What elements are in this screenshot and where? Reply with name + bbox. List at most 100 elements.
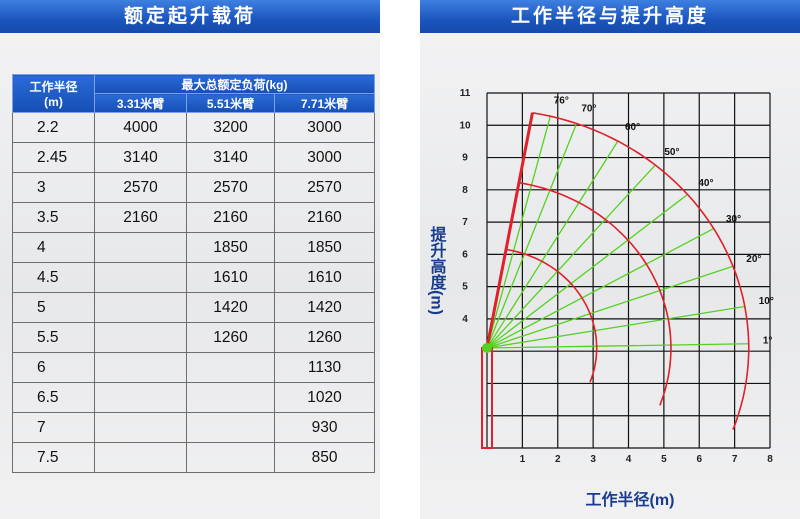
radius-header-label: 工作半径: [29, 80, 78, 94]
angle-label: 76°: [554, 96, 569, 107]
angle-label: 1°: [763, 336, 773, 347]
boom-angle-ray: [486, 123, 578, 349]
load-cell: [186, 412, 275, 443]
load-cell: [186, 382, 275, 413]
load-cell: 4000: [94, 112, 187, 143]
radius-cell: 5.5: [12, 322, 95, 353]
chart-panel-title: 工作半径与提升高度: [420, 0, 800, 33]
load-cell: 1610: [186, 262, 275, 293]
table-row: 4.5 1610 1610: [12, 262, 376, 293]
load-cell: 1420: [273, 292, 376, 323]
boom-angle-ray: [486, 140, 619, 349]
load-cell: 930: [273, 412, 376, 443]
x-tick-label: 2: [555, 454, 561, 465]
table-row: 7.5 850: [12, 442, 376, 473]
radius-cell: 6.5: [12, 382, 95, 413]
table-row: 7 930: [12, 412, 376, 443]
crane-boom: [485, 112, 534, 349]
load-cell: 2160: [186, 202, 275, 233]
boom-angle-ray: [486, 116, 551, 349]
load-cell: 850: [273, 442, 376, 473]
load-cell: [186, 352, 275, 383]
panel-gap: [380, 0, 420, 519]
radius-cell: 7: [12, 412, 95, 443]
x-tick-label: 7: [732, 454, 738, 465]
radius-cell: 2.2: [12, 112, 95, 143]
x-axis-label: 工作半径(m): [586, 490, 675, 509]
x-tick-label: 5: [661, 454, 667, 465]
table-row: 2.2 4000 3200 3000: [12, 112, 376, 143]
angle-label: 70°: [581, 103, 596, 114]
load-cell: 2570: [94, 172, 187, 203]
load-cell: 1850: [186, 232, 275, 263]
angle-label: 40°: [698, 178, 713, 189]
table-row: 3 2570 2570 2570: [12, 172, 376, 203]
radius-cell: 5: [12, 292, 95, 323]
load-cell: 1130: [273, 352, 376, 383]
boom-angle-ray: [486, 193, 688, 349]
radius-cell: 4.5: [12, 262, 95, 293]
load-cell: 1020: [273, 382, 376, 413]
boom-angle-ray: [486, 227, 715, 349]
angle-label: 30°: [726, 214, 741, 225]
load-cell: [94, 262, 187, 293]
load-column-header: 最大总额定负荷(kg): [93, 74, 376, 94]
chart-panel: 工作半径与提升高度: [420, 0, 800, 519]
y-tick-label: 4: [462, 314, 468, 325]
x-tick-label: 6: [696, 454, 702, 465]
boom-angle-ray: [486, 305, 745, 349]
table-row: 6.5 1020: [12, 382, 376, 413]
load-cell: [94, 292, 187, 323]
load-cell: 2570: [186, 172, 275, 203]
load-cell: [94, 352, 187, 383]
boom-angle-ray: [486, 164, 656, 349]
radius-header-unit: (m): [44, 95, 63, 109]
x-tick-label: 4: [626, 454, 632, 465]
angle-label: 10°: [759, 296, 774, 307]
x-tick-label: 1: [520, 454, 526, 465]
boom-header-3-31: 3.31米臂: [94, 93, 187, 113]
load-panel-title: 额定起升载荷: [0, 0, 380, 33]
load-cell: 3000: [273, 112, 376, 143]
boom-pivot: [482, 342, 492, 353]
x-tick-label: 3: [590, 454, 596, 465]
load-cell: [94, 412, 187, 443]
table-row: 5.5 1260 1260: [12, 322, 376, 353]
load-panel: 额定起升载荷 工作半径 (m) 最大总额定负荷(kg) 3.31米臂 5.51米…: [0, 0, 380, 519]
load-table: 工作半径 (m) 最大总额定负荷(kg) 3.31米臂 5.51米臂 7.71米…: [12, 74, 376, 473]
load-cell: 1850: [273, 232, 376, 263]
table-row: 2.45 3140 3140 3000: [12, 142, 376, 173]
load-cell: [94, 382, 187, 413]
load-table-body: 2.2 4000 3200 3000 2.45 3140 3140 3000 3 2570 2570…: [12, 112, 376, 473]
reach-arc: [518, 181, 672, 406]
boom-angle-ray: [486, 343, 749, 349]
table-row: 6 1130: [12, 352, 376, 383]
load-cell: 2160: [94, 202, 187, 233]
range-chart: 1 2 3 4 5 6 7 8 4 5 6 7 8 9 10 11 1° 10° 20° 30° 40° 50° 60° 70…: [428, 88, 774, 509]
y-tick-label: 6: [462, 249, 468, 260]
table-row: 4 1850 1850: [12, 232, 376, 263]
y-tick-label: 11: [460, 88, 471, 99]
angle-label: 20°: [746, 254, 761, 265]
load-cell: 1610: [273, 262, 376, 293]
table-row: 5 1420 1420: [12, 292, 376, 323]
radius-cell: 2.45: [12, 142, 95, 173]
load-cell: [94, 232, 187, 263]
radius-cell: 7.5: [12, 442, 95, 473]
radius-cell: 3.5: [12, 202, 95, 233]
load-cell: [94, 442, 187, 473]
y-tick-label: 9: [462, 153, 468, 164]
reach-arc: [532, 112, 750, 430]
load-cell: 2570: [273, 172, 376, 203]
boom-angle-ray: [486, 265, 734, 349]
load-cell: [186, 442, 275, 473]
y-axis-label: 提升高度(m): [428, 226, 447, 315]
table-row: 3.5 2160 2160 2160: [12, 202, 376, 233]
load-cell: 3140: [186, 142, 275, 173]
y-tick-label: 7: [462, 217, 468, 228]
y-tick-label: 10: [459, 120, 471, 131]
angle-label: 50°: [664, 147, 679, 158]
load-cell: 3140: [94, 142, 187, 173]
boom-header-7-71: 7.71米臂: [273, 93, 376, 113]
x-tick-label: 8: [767, 454, 773, 465]
